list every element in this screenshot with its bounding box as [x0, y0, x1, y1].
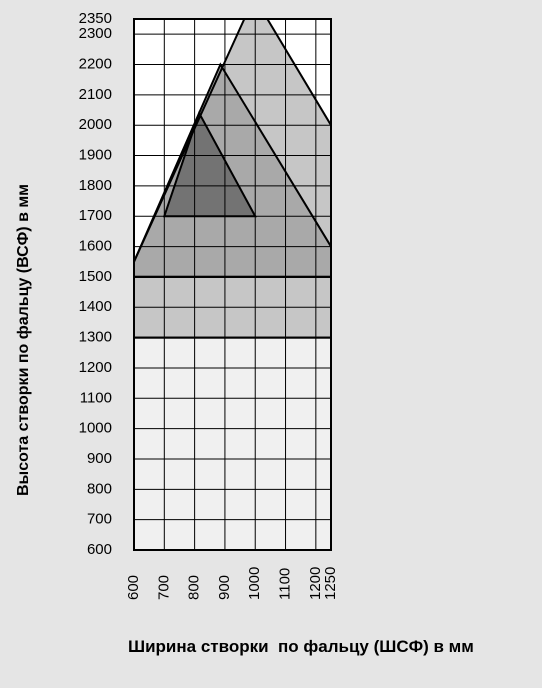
x-tick-label: 1250 [322, 567, 339, 600]
y-tick-label: 1800 [79, 177, 112, 194]
y-tick-label: 1700 [79, 207, 112, 224]
y-axis-label: Высота створки по фальцу (ВСФ) в мм [15, 184, 32, 496]
region [164, 113, 256, 217]
y-tick-label: 1200 [79, 359, 112, 376]
y-tick-label: 2200 [79, 55, 112, 72]
x-tick-label: 1100 [277, 568, 294, 600]
x-tick-label: 900 [216, 575, 233, 600]
x-tick-label: 800 [186, 575, 203, 600]
y-tick-label: 2100 [79, 86, 112, 103]
y-tick-label: 1600 [79, 238, 112, 255]
y-tick-label: 900 [87, 450, 112, 467]
region-outline [162, 110, 257, 218]
y-tick-label: 2350 [79, 10, 112, 27]
y-tick-label: 1500 [79, 268, 112, 285]
x-axis-label: Ширина створки по фальцу (ШСФ) в мм [128, 637, 474, 656]
y-tick-label: 1900 [79, 147, 112, 164]
x-tick-label: 1000 [246, 567, 263, 600]
y-tick-label: 1300 [79, 329, 112, 346]
y-tick-label: 700 [87, 511, 112, 528]
region [134, 337, 331, 550]
y-tick-label: 1400 [79, 298, 112, 315]
x-tick-label: 700 [155, 575, 172, 600]
y-tick-label: 800 [87, 480, 112, 497]
y-tick-label: 2300 [79, 25, 112, 42]
region [134, 64, 331, 277]
x-tick-label: 600 [125, 575, 142, 600]
chart: Высота створки по фальцу (ВСФ) в мм 600 7… [15, 10, 339, 600]
y-tick-label: 1000 [79, 420, 112, 437]
y-tick-label: 1100 [80, 389, 112, 406]
x-tick-label: 1200 [307, 567, 324, 600]
y-tick-label: 2000 [79, 116, 112, 133]
plot-frame [133, 18, 332, 551]
y-tick-label: 600 [87, 541, 112, 558]
